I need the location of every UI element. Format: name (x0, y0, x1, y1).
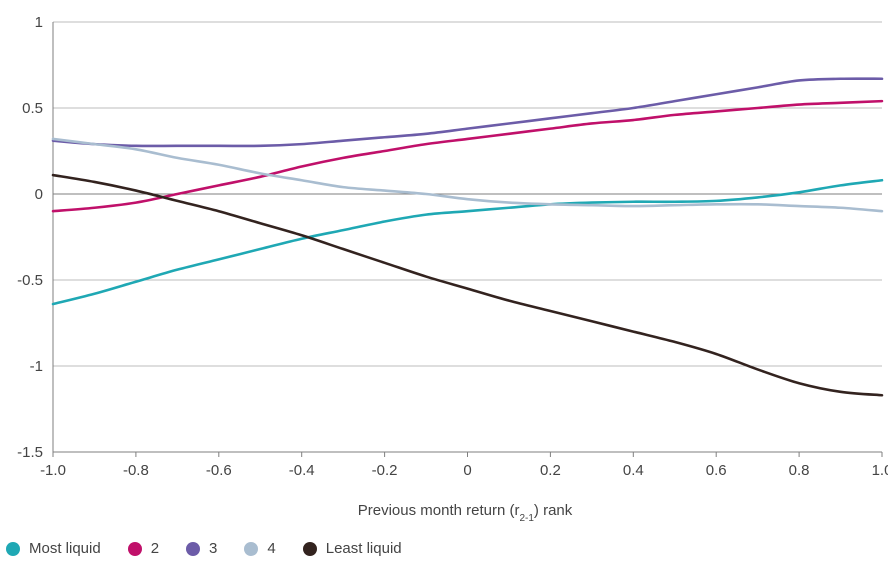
y-tick-label-5: -1.5 (17, 444, 43, 461)
y-tick-label-1: 0.5 (22, 100, 43, 117)
y-tick-label-4: -1 (30, 358, 43, 375)
x-tick-label-10: 1.0 (872, 462, 888, 479)
series-lines (51, 77, 884, 397)
legend-label-2: 2 (150, 540, 160, 557)
x-tick-label-5: 0 (463, 462, 471, 479)
series-line-4 (51, 137, 884, 213)
x-tick-label-4: -0.2 (372, 462, 398, 479)
legend-item-3: 3 (186, 540, 217, 557)
legend-marker-2 (127, 541, 142, 556)
x-tick-label-0: -1.0 (40, 462, 66, 479)
legend-item-2: 2 (127, 540, 160, 557)
legend-label-3: 3 (209, 540, 218, 557)
axes (52, 22, 883, 457)
series-line-3 (51, 77, 884, 148)
x-tick-label-8: 0.6 (706, 462, 727, 479)
x-tick-label-7: 0.4 (623, 462, 644, 479)
legend-label-least-liquid: Least liquid (325, 540, 402, 557)
series-line-least-liquid (51, 173, 884, 397)
legend-marker-least-liquid (302, 541, 317, 556)
x-tick-label-9: 0.8 (789, 462, 810, 479)
x-tick-label-6: 0.2 (540, 462, 561, 479)
legend-item-least-liquid: Least liquid (302, 540, 402, 557)
x-tick-label-3: -0.4 (289, 462, 315, 479)
y-tick-label-0: 1 (35, 14, 43, 31)
y-tick-label-3: -0.5 (17, 272, 43, 289)
legend-marker-4 (244, 541, 259, 556)
x-tick-label-1: -0.8 (123, 462, 149, 479)
legend-item-most-liquid: Most liquid (6, 540, 101, 557)
legend-item-4: 4 (244, 540, 276, 557)
y-tick-labels: 1 0.5 0 -0.5 -1 -1.5 (17, 14, 43, 461)
legend-label-4: 4 (267, 540, 276, 557)
legend-marker-3 (186, 541, 201, 556)
series-line-2 (51, 99, 884, 213)
legend-marker-most-liquid (6, 541, 20, 556)
x-axis-title: Previous month return (r2-1) rank (358, 502, 573, 524)
x-tick-labels: -1.0 -0.8 -0.6 -0.4 -0.2 0 0.2 0.4 0.6 0.8 1.0 (40, 462, 888, 479)
x-tick-label-2: -0.6 (206, 462, 232, 479)
legend-label-most-liquid: Most liquid (29, 540, 101, 557)
legend: Most liquid 2 3 4 Least liquid (6, 540, 429, 557)
series-line-most-liquid (51, 178, 884, 306)
y-tick-label-2: 0 (35, 186, 43, 203)
